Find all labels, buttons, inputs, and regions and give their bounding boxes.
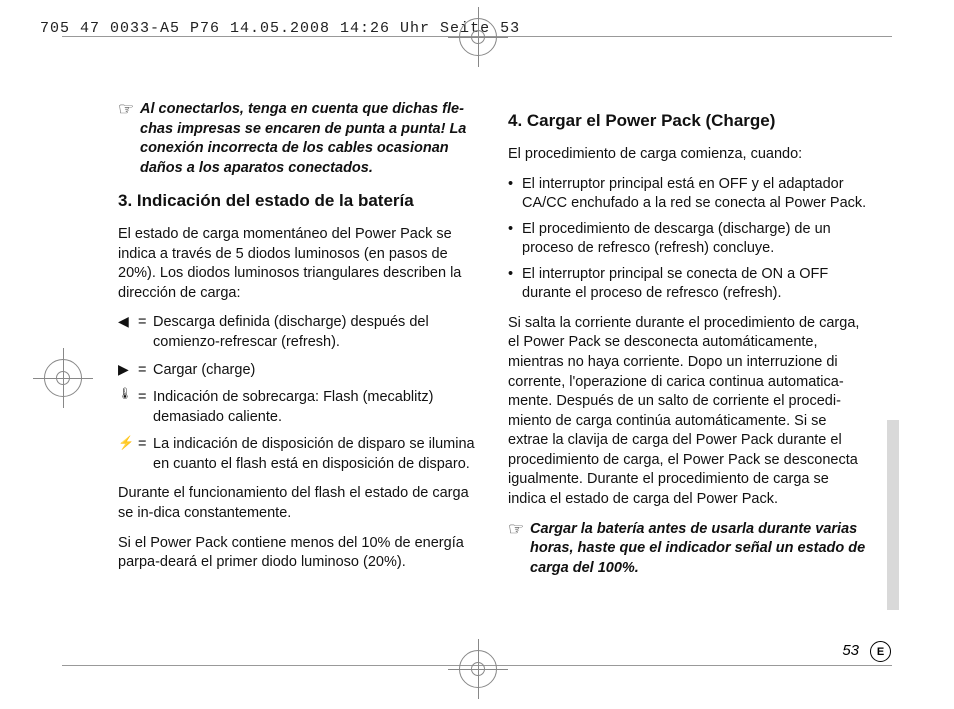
bullet-text: El interruptor principal está en OFF y e… [522, 175, 868, 214]
def-ready: ⚡ = La indicación de disposición de disp… [118, 435, 478, 474]
def-text: La indicación de disposición de disparo … [153, 435, 478, 474]
def-text: Cargar (charge) [153, 361, 478, 381]
warning-note: ☞ Al conectarlos, tenga en cuenta que di… [118, 100, 478, 178]
section-3-p2: Durante el funcionamiento del flash el e… [118, 484, 478, 523]
def-text: Descarga definida (discharge) después de… [153, 313, 478, 352]
list-item: • El interruptor principal está en OFF y… [508, 175, 868, 214]
section-4-body: Si salta la corriente durante el procedi… [508, 314, 868, 510]
triangle-right-icon: ▶ [118, 361, 138, 381]
pointer-icon: ☞ [508, 520, 530, 579]
symbol-definitions: ◀ = Descarga definida (discharge) despué… [118, 313, 478, 474]
section-3-heading: 3. Indicación del estado de la batería [118, 190, 478, 213]
bullet-list: • El interruptor principal está en OFF y… [508, 175, 868, 304]
charge-note: ☞ Cargar la batería antes de usarla dura… [508, 520, 868, 579]
bolt-icon: ⚡ [118, 435, 138, 474]
crop-mark-bottom [459, 650, 497, 688]
charge-note-text: Cargar la batería antes de usarla durant… [530, 520, 868, 579]
crop-mark-left [44, 359, 82, 397]
warning-text: Al conectarlos, tenga en cuenta que dich… [140, 100, 478, 178]
equals-sign: = [138, 361, 153, 381]
section-3-p3: Si el Power Pack contiene menos del 10% … [118, 534, 478, 573]
list-item: • El procedimiento de descarga (discharg… [508, 220, 868, 259]
bullet-text: El procedimiento de descarga (discharge)… [522, 220, 868, 259]
equals-sign: = [138, 388, 153, 427]
def-overheat: 🌡 = Indicación de sobrecarga: Flash (mec… [118, 388, 478, 427]
bullet-icon: • [508, 220, 522, 259]
crop-mark-top [459, 18, 497, 56]
left-column: ☞ Al conectarlos, tenga en cuenta que di… [118, 100, 478, 590]
def-charge: ▶ = Cargar (charge) [118, 361, 478, 381]
section-4-intro: El procedimiento de carga comienza, cuan… [508, 145, 868, 165]
language-badge: E [870, 641, 891, 662]
right-column: 4. Cargar el Power Pack (Charge) El proc… [508, 100, 868, 590]
section-3-intro: El estado de carga momentáneo del Power … [118, 225, 478, 303]
pointer-icon: ☞ [118, 100, 140, 178]
page-number: 53 [842, 642, 859, 659]
section-4-heading: 4. Cargar el Power Pack (Charge) [508, 110, 868, 133]
thermometer-icon: 🌡 [118, 388, 138, 427]
equals-sign: = [138, 435, 153, 474]
def-text: Indicación de sobrecarga: Flash (mecabli… [153, 388, 478, 427]
equals-sign: = [138, 313, 153, 352]
content-area: ☞ Al conectarlos, tenga en cuenta que di… [118, 100, 868, 590]
bullet-icon: • [508, 175, 522, 214]
bullet-icon: • [508, 265, 522, 304]
triangle-left-icon: ◀ [118, 313, 138, 352]
list-item: • El interruptor principal se conecta de… [508, 265, 868, 304]
page-tab [887, 420, 899, 610]
print-header: 705 47 0033-A5 P76 14.05.2008 14:26 Uhr … [40, 20, 520, 37]
bullet-text: El interruptor principal se conecta de O… [522, 265, 868, 304]
def-discharge: ◀ = Descarga definida (discharge) despué… [118, 313, 478, 352]
